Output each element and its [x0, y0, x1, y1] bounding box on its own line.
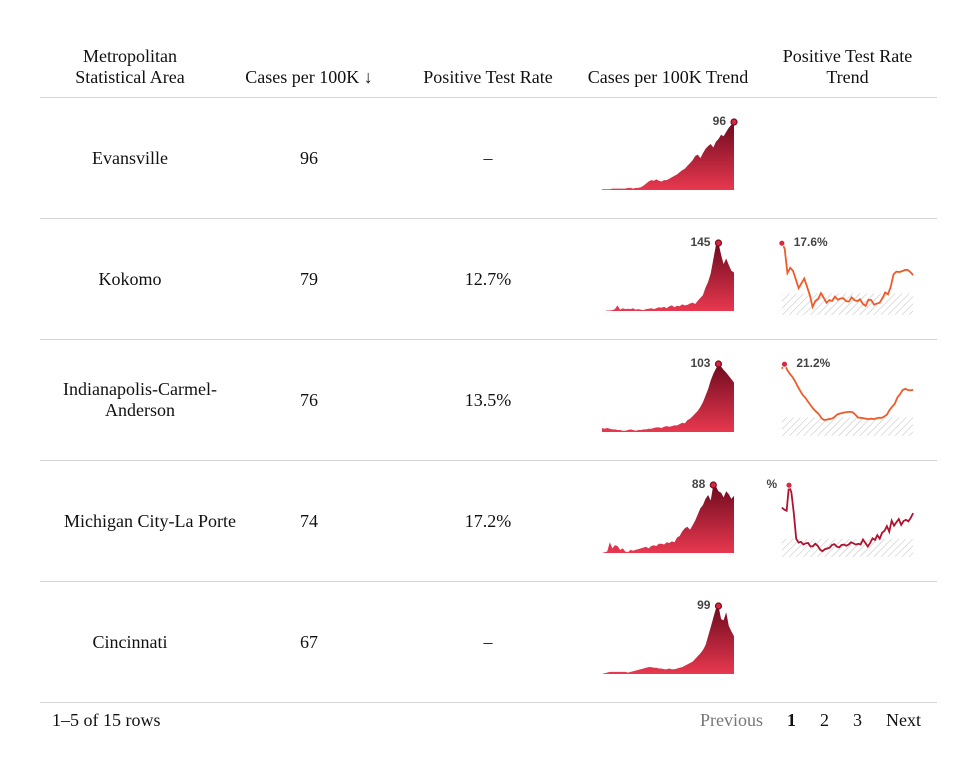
page-2-button[interactable]: 2	[820, 710, 829, 730]
peak-label: 96	[713, 114, 727, 128]
peak-dot	[785, 481, 793, 489]
cell-area: Michigan City-La Porte	[64, 510, 236, 531]
previous-button[interactable]: Previous	[700, 710, 763, 730]
peak-dot	[778, 239, 786, 247]
table-row: Evansville 96 – 96	[40, 98, 937, 219]
rate-trend-sparkline	[758, 582, 937, 702]
cell-area: Cincinnati	[92, 631, 168, 652]
cases-trend-sparkline: 145	[578, 219, 758, 339]
rate-trend-sparkline: 21.2%	[758, 340, 937, 460]
cell-rate: 13.5%	[464, 389, 512, 410]
rate-trend-sparkline: %	[758, 461, 937, 581]
reference-band	[781, 417, 914, 436]
peak-dot	[714, 239, 723, 247]
header-cases-trend[interactable]: Cases per 100K Trend	[587, 67, 749, 87]
table-row: Michigan City-La Porte 74 17.2% 88 %	[40, 461, 937, 582]
cases-area	[602, 364, 734, 432]
cell-rate: 12.7%	[464, 268, 512, 289]
cell-cases: 67	[300, 631, 318, 652]
peak-label: 17.6%	[794, 235, 828, 249]
table-row: Indianapolis-Carmel-Anderson 76 13.5% 10…	[40, 340, 937, 461]
rate-line	[781, 484, 914, 553]
cell-area: Kokomo	[98, 268, 162, 289]
peak-dot	[730, 118, 738, 126]
cell-rate: 17.2%	[464, 510, 512, 531]
peak-label: 99	[697, 598, 711, 612]
cases-area	[602, 485, 734, 553]
peak-dot	[781, 360, 788, 368]
cell-cases: 76	[300, 389, 318, 410]
cell-cases: 79	[300, 268, 318, 289]
cases-area	[602, 243, 734, 311]
peak-label: %	[766, 477, 777, 491]
page-3-button[interactable]: 3	[853, 710, 862, 730]
row-count: 1–5 of 15 rows	[52, 710, 161, 730]
cell-area: Evansville	[92, 147, 168, 168]
peak-label: 145	[690, 235, 710, 249]
pagination: Previous 1 2 3 Next	[700, 710, 921, 731]
cases-trend-sparkline: 103	[578, 340, 758, 460]
peak-dot	[714, 602, 723, 610]
peak-label: 103	[690, 356, 710, 370]
cases-trend-sparkline: 96	[578, 98, 758, 218]
cases-trend-sparkline: 99	[578, 582, 758, 702]
header-msa[interactable]: Metropolitan Statistical Area	[75, 46, 185, 87]
rate-trend-sparkline: 17.6%	[758, 219, 937, 339]
page-1-button[interactable]: 1	[787, 710, 796, 730]
peak-label: 21.2%	[796, 356, 830, 370]
peak-dot	[714, 360, 723, 368]
data-table: Metropolitan Statistical Area Cases per …	[40, 36, 937, 703]
header-positive-test-rate[interactable]: Positive Test Rate	[423, 67, 553, 87]
rate-trend-sparkline	[758, 98, 937, 218]
peak-label: 88	[692, 477, 706, 491]
rate-line	[781, 242, 914, 310]
cases-area	[602, 122, 734, 190]
cell-rate: –	[483, 147, 493, 168]
cell-cases: 74	[300, 510, 318, 531]
cell-area: Indianapolis-Carmel-Anderson	[63, 379, 217, 420]
next-button[interactable]: Next	[886, 710, 921, 730]
table-row: Kokomo 79 12.7% 145 17.6%	[40, 219, 937, 340]
table-header: Metropolitan Statistical Area Cases per …	[40, 36, 937, 98]
table-row: Cincinnati 67 – 99	[40, 582, 937, 703]
cases-trend-sparkline: 88	[578, 461, 758, 581]
header-cases-per-100k[interactable]: Cases per 100K ↓	[245, 67, 373, 87]
rate-line	[781, 362, 914, 421]
peak-dot	[709, 481, 717, 489]
table-footer: 1–5 of 15 rows Previous 1 2 3 Next	[40, 698, 937, 744]
reference-band	[781, 293, 914, 315]
cell-rate: –	[483, 631, 493, 652]
cell-cases: 96	[300, 147, 318, 168]
header-rate-trend[interactable]: Positive Test Rate Trend	[782, 46, 913, 87]
cases-area	[602, 606, 734, 674]
